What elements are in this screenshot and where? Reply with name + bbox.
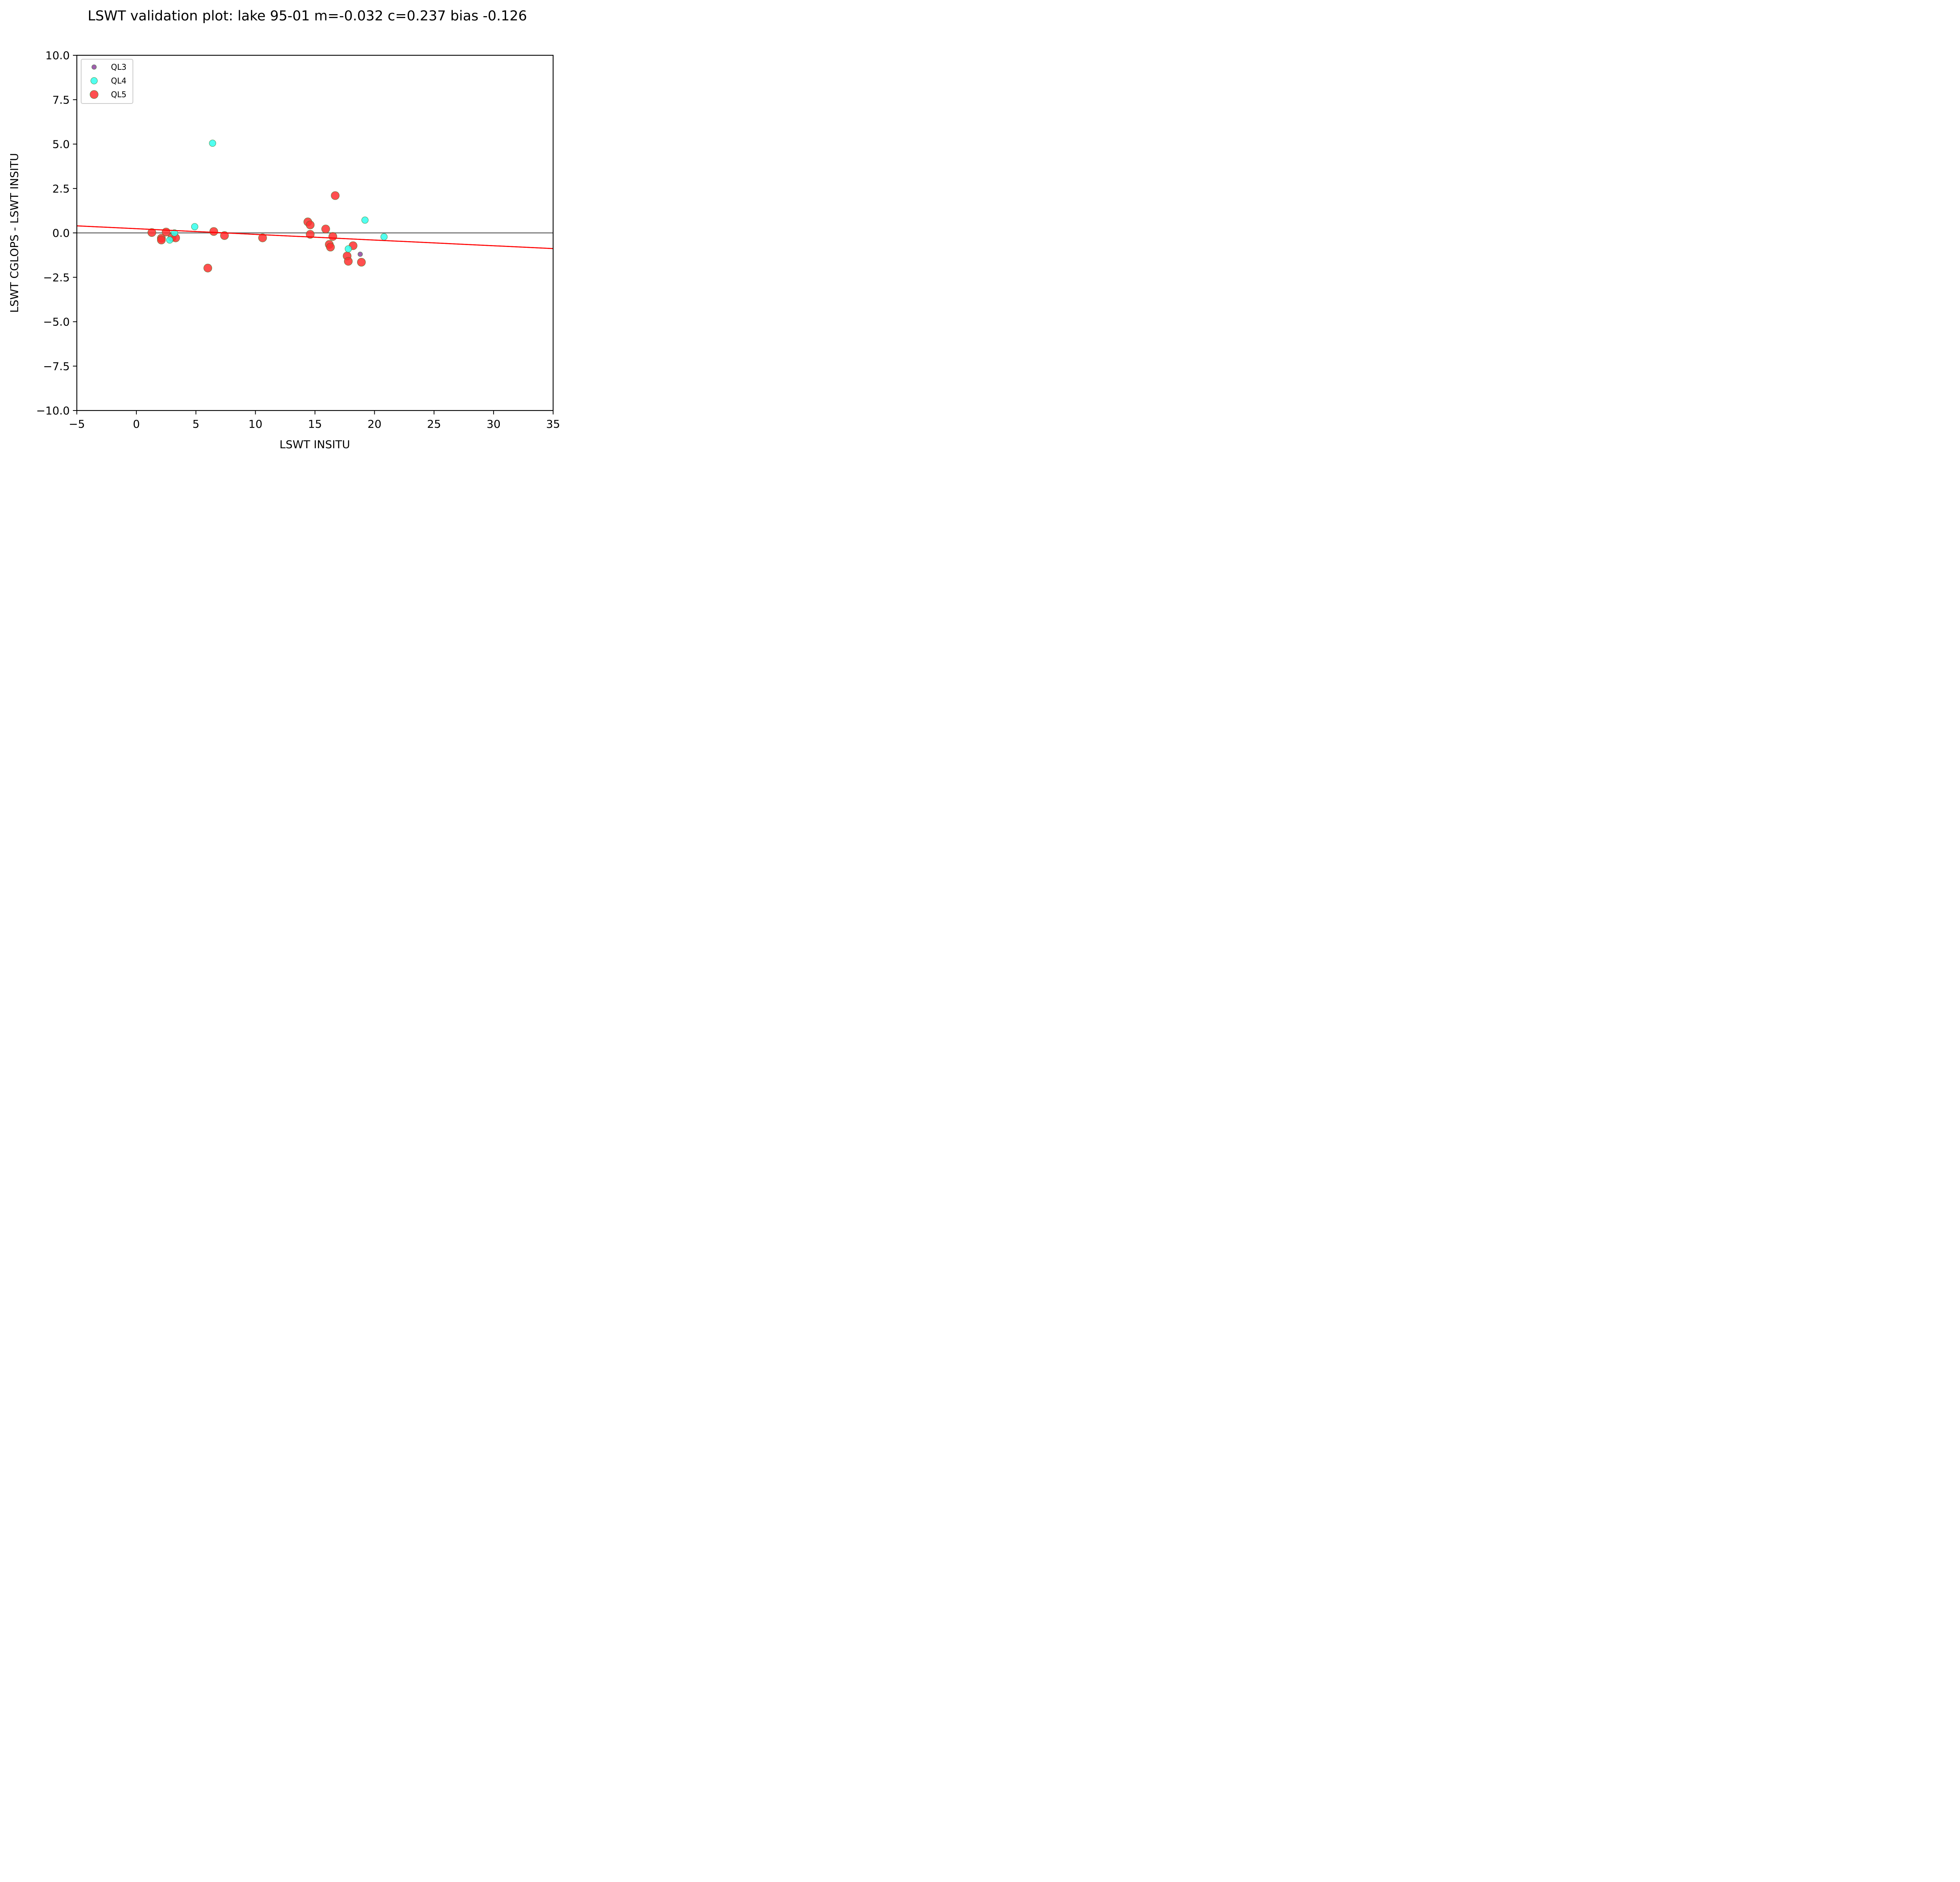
y-tick-label: −5.0: [43, 316, 70, 329]
point-ql4: [361, 216, 368, 224]
point-ql5: [357, 258, 366, 267]
legend-label-ql4: QL4: [111, 76, 127, 85]
point-ql5: [326, 243, 335, 252]
y-tick-label: 10.0: [45, 49, 70, 62]
y-tick-label: 5.0: [52, 138, 70, 151]
scatter-chart: LSWT validation plot: lake 95-01 m=-0.03…: [8, 8, 560, 451]
point-ql5: [220, 231, 229, 240]
chart-container: LSWT validation plot: lake 95-01 m=-0.03…: [0, 0, 612, 459]
x-axis-label: LSWT INSITU: [279, 438, 350, 451]
axes: −5 0 5 10 15 20 25 30 35 10.0 7.5 5.0 2.5 0.0 −2.5 −5.0…: [36, 49, 560, 431]
y-tick-label: −7.5: [43, 360, 70, 373]
legend-label-ql3: QL3: [111, 62, 127, 72]
x-tick-label: 5: [192, 418, 200, 431]
y-tick-label: 0.0: [52, 227, 70, 240]
fit-line-overlay: [77, 225, 553, 249]
legend-marker-ql5: [90, 90, 98, 99]
x-tick-label: 25: [427, 418, 441, 431]
point-ql4: [191, 223, 198, 231]
y-tick-label: −10.0: [36, 404, 70, 417]
x-tick-label: 10: [249, 418, 263, 431]
x-tick-label: −5: [69, 418, 85, 431]
point-ql4: [209, 140, 216, 147]
point-ql3: [358, 251, 363, 257]
x-tick-label: 0: [133, 418, 140, 431]
y-axis-label: LSWT CGLOPS - LSWT INSITU: [8, 153, 21, 312]
point-ql4: [166, 236, 173, 244]
point-ql5: [331, 191, 340, 200]
series-ql3: [358, 251, 363, 257]
y-tick-label: 2.5: [52, 182, 70, 195]
point-ql5: [344, 257, 353, 266]
legend-marker-ql4: [91, 77, 98, 84]
point-ql5: [321, 225, 330, 233]
series-ql5: [147, 191, 366, 272]
point-ql5: [147, 228, 156, 237]
y-tick-label: 7.5: [52, 93, 70, 106]
point-ql4: [345, 245, 352, 253]
legend: QL3 QL4 QL5: [81, 59, 133, 104]
point-ql5: [209, 227, 218, 236]
legend-marker-ql3: [91, 64, 97, 70]
series-ql4: [166, 140, 388, 253]
point-ql5: [306, 230, 315, 239]
y-tick-label: −2.5: [43, 271, 70, 284]
x-tick-label: 30: [486, 418, 501, 431]
chart-title: LSWT validation plot: lake 95-01 m=-0.03…: [88, 8, 527, 24]
point-ql5: [306, 220, 315, 229]
point-ql4: [171, 229, 178, 236]
x-tick-label: 35: [546, 418, 560, 431]
x-tick-label: 20: [368, 418, 382, 431]
point-ql5: [157, 236, 166, 245]
point-ql5: [328, 232, 337, 241]
x-tick-label: 15: [308, 418, 322, 431]
point-ql5: [203, 263, 212, 272]
plot-inner: [77, 140, 553, 272]
point-ql5: [258, 233, 267, 242]
legend-label-ql5: QL5: [111, 90, 127, 99]
plot-area: [77, 140, 553, 272]
point-ql4: [380, 233, 388, 240]
